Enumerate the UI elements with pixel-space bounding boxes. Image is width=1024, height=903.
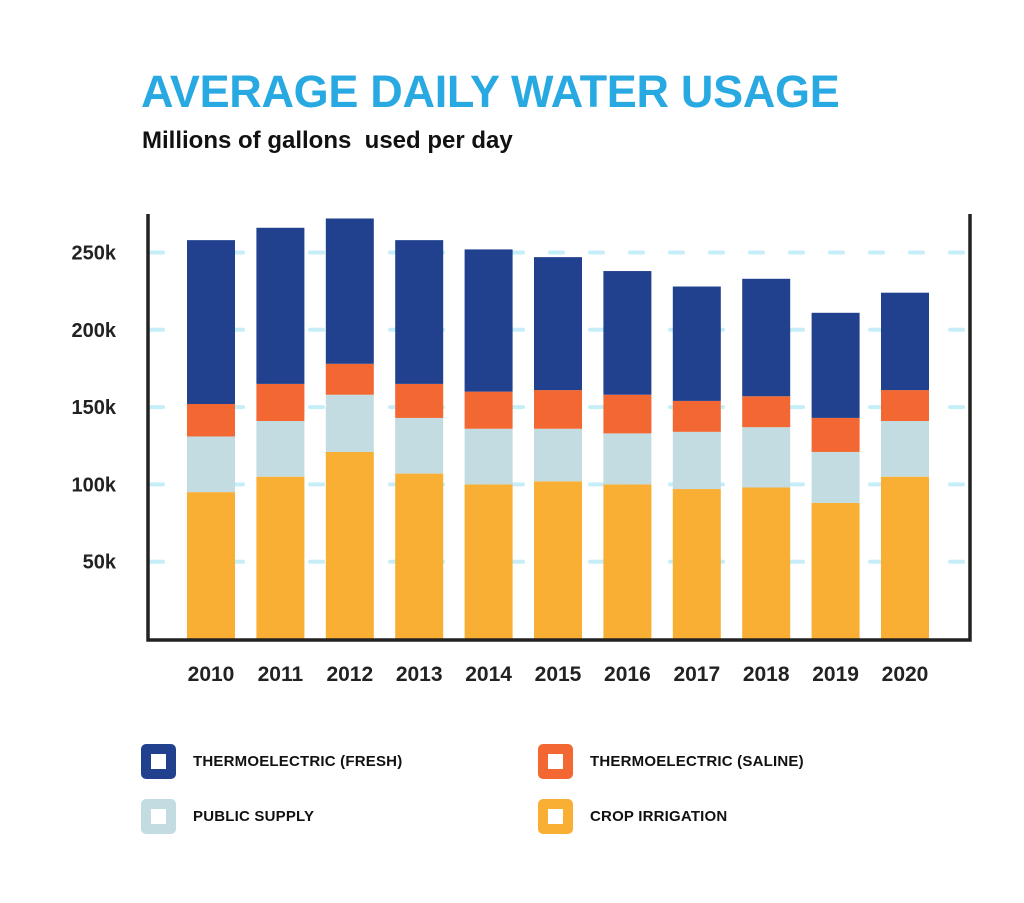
bar-2012-public-supply — [325, 394, 374, 452]
x-tick-label: 2020 — [882, 663, 929, 686]
bar-2011-crop-irrigation — [256, 476, 305, 639]
bar-2017-crop-irrigation — [672, 489, 721, 639]
bar-2018-thermoelectric-fresh — [742, 278, 791, 397]
x-tick-label: 2016 — [604, 663, 651, 686]
bar-stack-2010 — [187, 240, 235, 639]
bar-2020-crop-irrigation — [881, 476, 929, 639]
bar-2013-thermoelectric-fresh — [395, 240, 444, 384]
bar-2020-thermoelectric-fresh — [881, 292, 929, 391]
bars — [187, 218, 929, 639]
legend-label: CROP IRRIGATION — [590, 808, 728, 825]
legend-item-public-supply: PUBLIC SUPPLY — [141, 799, 314, 834]
bar-2014-thermoelectric-fresh — [464, 249, 513, 392]
axis-frame — [146, 214, 972, 642]
bar-2019-thermoelectric-saline — [811, 417, 860, 452]
y-tick-label: 50k — [83, 552, 117, 574]
bar-2016-thermoelectric-fresh — [603, 271, 652, 395]
bar-2011-public-supply — [256, 421, 305, 477]
x-tick-label: 2013 — [396, 663, 443, 686]
chart-title: AVERAGE DAILY WATER USAGE — [141, 66, 840, 117]
bar-2010-thermoelectric-saline — [187, 404, 235, 437]
bar-2020-thermoelectric-saline — [881, 390, 929, 422]
bar-stack-2013 — [395, 240, 444, 639]
bar-stack-2017 — [672, 286, 721, 639]
y-tick-label: 250k — [72, 243, 117, 265]
bar-stack-2019 — [811, 312, 860, 639]
x-axis-ticks: 2010 2011 2012 2013 2014 2015 2016 2017 2018 2019… — [188, 663, 929, 686]
bar-2019-thermoelectric-fresh — [811, 312, 860, 418]
bar-stack-2016 — [603, 271, 652, 639]
y-tick-label: 150k — [72, 397, 117, 419]
bar-2012-crop-irrigation — [325, 451, 374, 639]
bar-2011-thermoelectric-saline — [256, 383, 305, 422]
legend-swatch-icon — [538, 799, 573, 834]
bar-2016-public-supply — [603, 433, 652, 485]
legend-label: THERMOELECTRIC (FRESH) — [193, 753, 403, 770]
legend-item-thermoelectric-fresh: THERMOELECTRIC (FRESH) — [141, 744, 402, 779]
x-tick-label: 2010 — [188, 663, 235, 686]
x-tick-label: 2011 — [258, 663, 304, 686]
bar-2014-crop-irrigation — [464, 484, 513, 639]
bar-2012-thermoelectric-saline — [325, 363, 374, 395]
bar-2017-thermoelectric-saline — [672, 400, 721, 432]
bar-2015-thermoelectric-fresh — [534, 257, 582, 391]
bar-2013-thermoelectric-saline — [395, 383, 444, 418]
bar-2013-crop-irrigation — [395, 473, 444, 639]
bar-2020-public-supply — [881, 421, 929, 477]
bar-2012-thermoelectric-fresh — [325, 218, 374, 364]
bar-2017-thermoelectric-fresh — [672, 286, 721, 401]
legend-swatch-icon — [141, 799, 176, 834]
bar-2016-crop-irrigation — [603, 484, 652, 639]
y-tick-label: 200k — [72, 320, 117, 342]
bar-2011-thermoelectric-fresh — [256, 227, 305, 384]
bar-stack-2012 — [325, 218, 374, 639]
axes — [146, 214, 972, 642]
legend-item-crop-irrigation: CROP IRRIGATION — [538, 799, 727, 834]
y-tick-label: 100k — [72, 474, 117, 496]
bar-2014-thermoelectric-saline — [464, 391, 513, 429]
bar-stack-2015 — [534, 257, 582, 639]
bar-2018-public-supply — [742, 427, 791, 488]
x-tick-label: 2017 — [673, 663, 720, 686]
bar-2019-public-supply — [811, 451, 860, 503]
legend-item-thermoelectric-saline: THERMOELECTRIC (SALINE) — [538, 744, 804, 779]
bar-stack-2014 — [464, 249, 513, 639]
bar-2016-thermoelectric-saline — [603, 394, 652, 434]
x-tick-label: 2014 — [465, 663, 512, 686]
bar-2019-crop-irrigation — [811, 502, 860, 639]
y-axis-ticks: 50k 100k 150k 200k 250k — [72, 243, 117, 574]
legend-label: THERMOELECTRIC (SALINE) — [590, 753, 804, 770]
bar-stack-2018 — [742, 278, 791, 639]
bar-2017-public-supply — [672, 431, 721, 490]
bar-2018-thermoelectric-saline — [742, 396, 791, 428]
bar-2015-crop-irrigation — [534, 481, 582, 639]
bar-2010-thermoelectric-fresh — [187, 240, 235, 405]
x-tick-label: 2018 — [743, 663, 790, 686]
bar-2010-crop-irrigation — [187, 492, 235, 639]
x-tick-label: 2019 — [812, 663, 859, 686]
legend-swatch-icon — [141, 744, 176, 779]
bar-2015-thermoelectric-saline — [534, 390, 582, 429]
chart-subtitle: Millions of gallons used per day — [142, 127, 513, 154]
bar-stack-2020 — [881, 292, 929, 639]
bar-2015-public-supply — [534, 428, 582, 482]
legend-label: PUBLIC SUPPLY — [193, 808, 315, 825]
legend-swatch-icon — [538, 744, 573, 779]
bar-2018-crop-irrigation — [742, 487, 791, 639]
x-tick-label: 2012 — [326, 663, 373, 686]
x-tick-label: 2015 — [535, 663, 582, 686]
bar-stack-2011 — [256, 227, 305, 639]
bar-2010-public-supply — [187, 436, 235, 493]
bar-2013-public-supply — [395, 417, 444, 474]
bar-2014-public-supply — [464, 428, 513, 485]
